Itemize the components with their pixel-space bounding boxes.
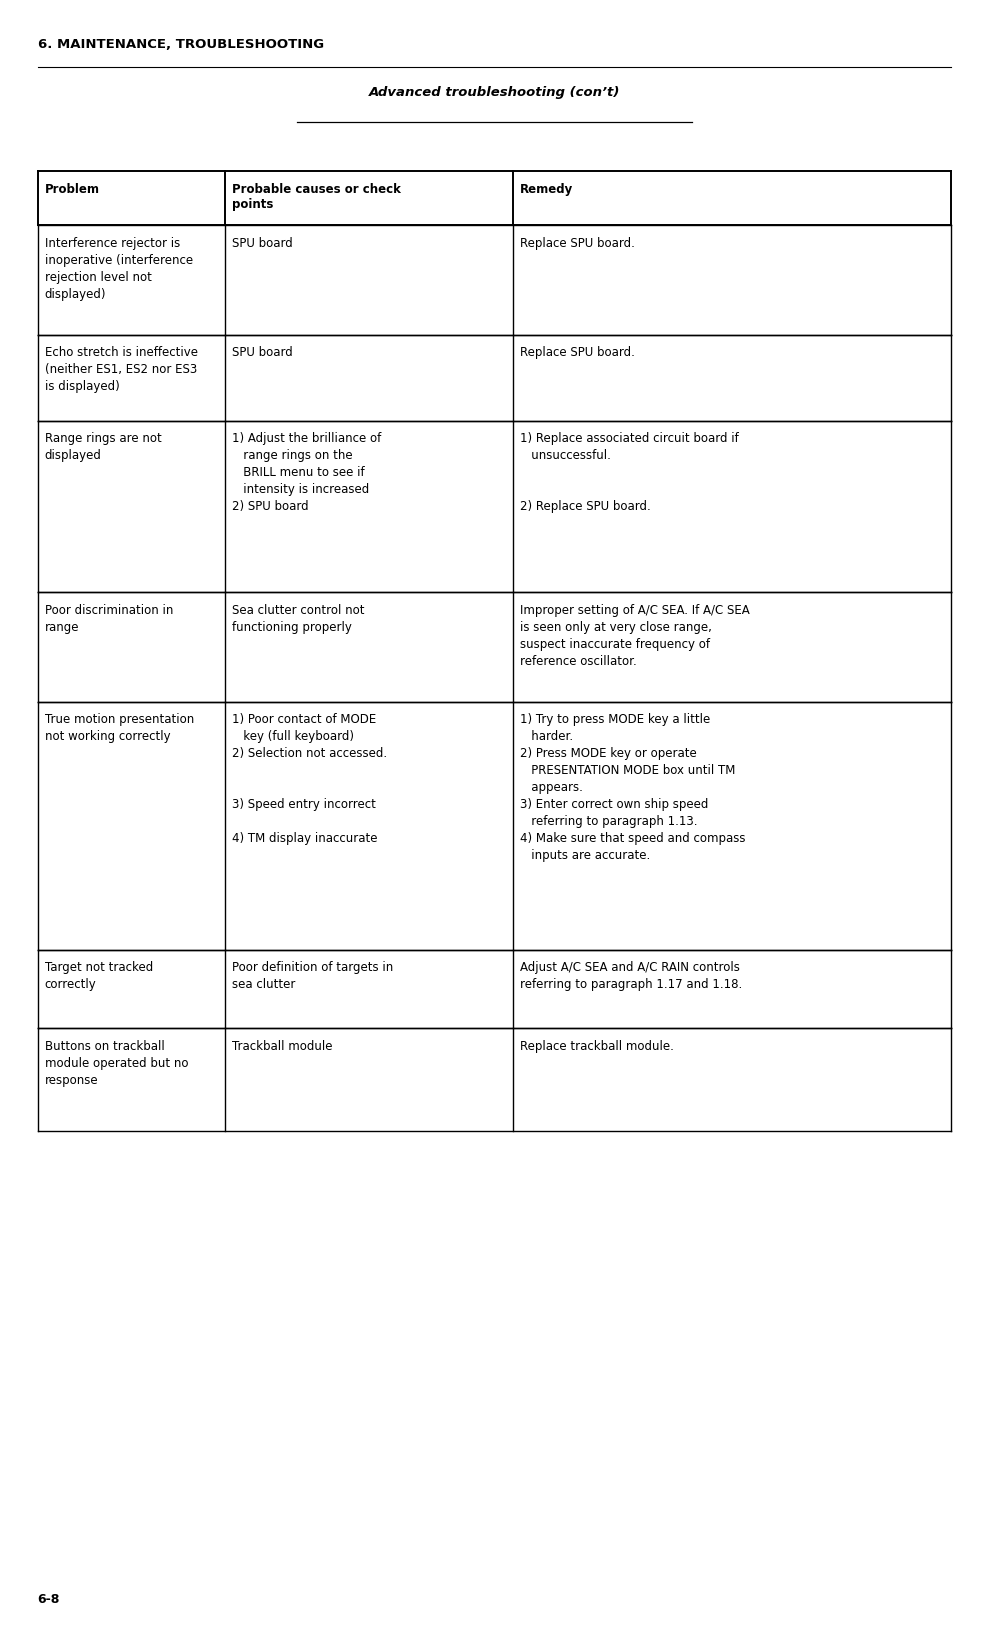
Text: True motion presentation
not working correctly: True motion presentation not working cor…	[45, 713, 194, 743]
Text: Replace SPU board.: Replace SPU board.	[519, 346, 635, 359]
Text: 1) Poor contact of MODE
   key (full keyboard)
2) Selection not accessed.


3) S: 1) Poor contact of MODE key (full keyboa…	[231, 713, 387, 845]
Text: 1) Adjust the brilliance of
   range rings on the
   BRILL menu to see if
   int: 1) Adjust the brilliance of range rings …	[231, 432, 381, 514]
Text: Adjust A/C SEA and A/C RAIN controls
referring to paragraph 1.17 and 1.18.: Adjust A/C SEA and A/C RAIN controls ref…	[519, 961, 742, 991]
Text: Advanced troubleshooting (con’t): Advanced troubleshooting (con’t)	[369, 86, 620, 100]
Text: Echo stretch is ineffective
(neither ES1, ES2 nor ES3
is displayed): Echo stretch is ineffective (neither ES1…	[45, 346, 198, 393]
Text: Sea clutter control not
functioning properly: Sea clutter control not functioning prop…	[231, 604, 364, 633]
Text: Buttons on trackball
module operated but no
response: Buttons on trackball module operated but…	[45, 1040, 188, 1087]
Text: SPU board: SPU board	[231, 346, 293, 359]
Text: Probable causes or check
points: Probable causes or check points	[231, 183, 401, 211]
Text: SPU board: SPU board	[231, 237, 293, 250]
Text: Trackball module: Trackball module	[231, 1040, 332, 1053]
Text: Improper setting of A/C SEA. If A/C SEA
is seen only at very close range,
suspec: Improper setting of A/C SEA. If A/C SEA …	[519, 604, 750, 667]
Text: Range rings are not
displayed: Range rings are not displayed	[45, 432, 161, 462]
Text: 6. MAINTENANCE, TROUBLESHOOTING: 6. MAINTENANCE, TROUBLESHOOTING	[38, 38, 323, 51]
Text: Remedy: Remedy	[519, 183, 573, 196]
Text: 6-8: 6-8	[38, 1593, 60, 1606]
Text: Poor discrimination in
range: Poor discrimination in range	[45, 604, 173, 633]
Text: Interference rejector is
inoperative (interference
rejection level not
displayed: Interference rejector is inoperative (in…	[45, 237, 193, 300]
Text: 1) Replace associated circuit board if
   unsuccessful.


2) Replace SPU board.: 1) Replace associated circuit board if u…	[519, 432, 739, 514]
Text: Replace SPU board.: Replace SPU board.	[519, 237, 635, 250]
Text: Poor definition of targets in
sea clutter: Poor definition of targets in sea clutte…	[231, 961, 393, 991]
Text: 1) Try to press MODE key a little
   harder.
2) Press MODE key or operate
   PRE: 1) Try to press MODE key a little harder…	[519, 713, 745, 862]
Text: Replace trackball module.: Replace trackball module.	[519, 1040, 674, 1053]
Text: Problem: Problem	[45, 183, 100, 196]
Text: Target not tracked
correctly: Target not tracked correctly	[45, 961, 152, 991]
